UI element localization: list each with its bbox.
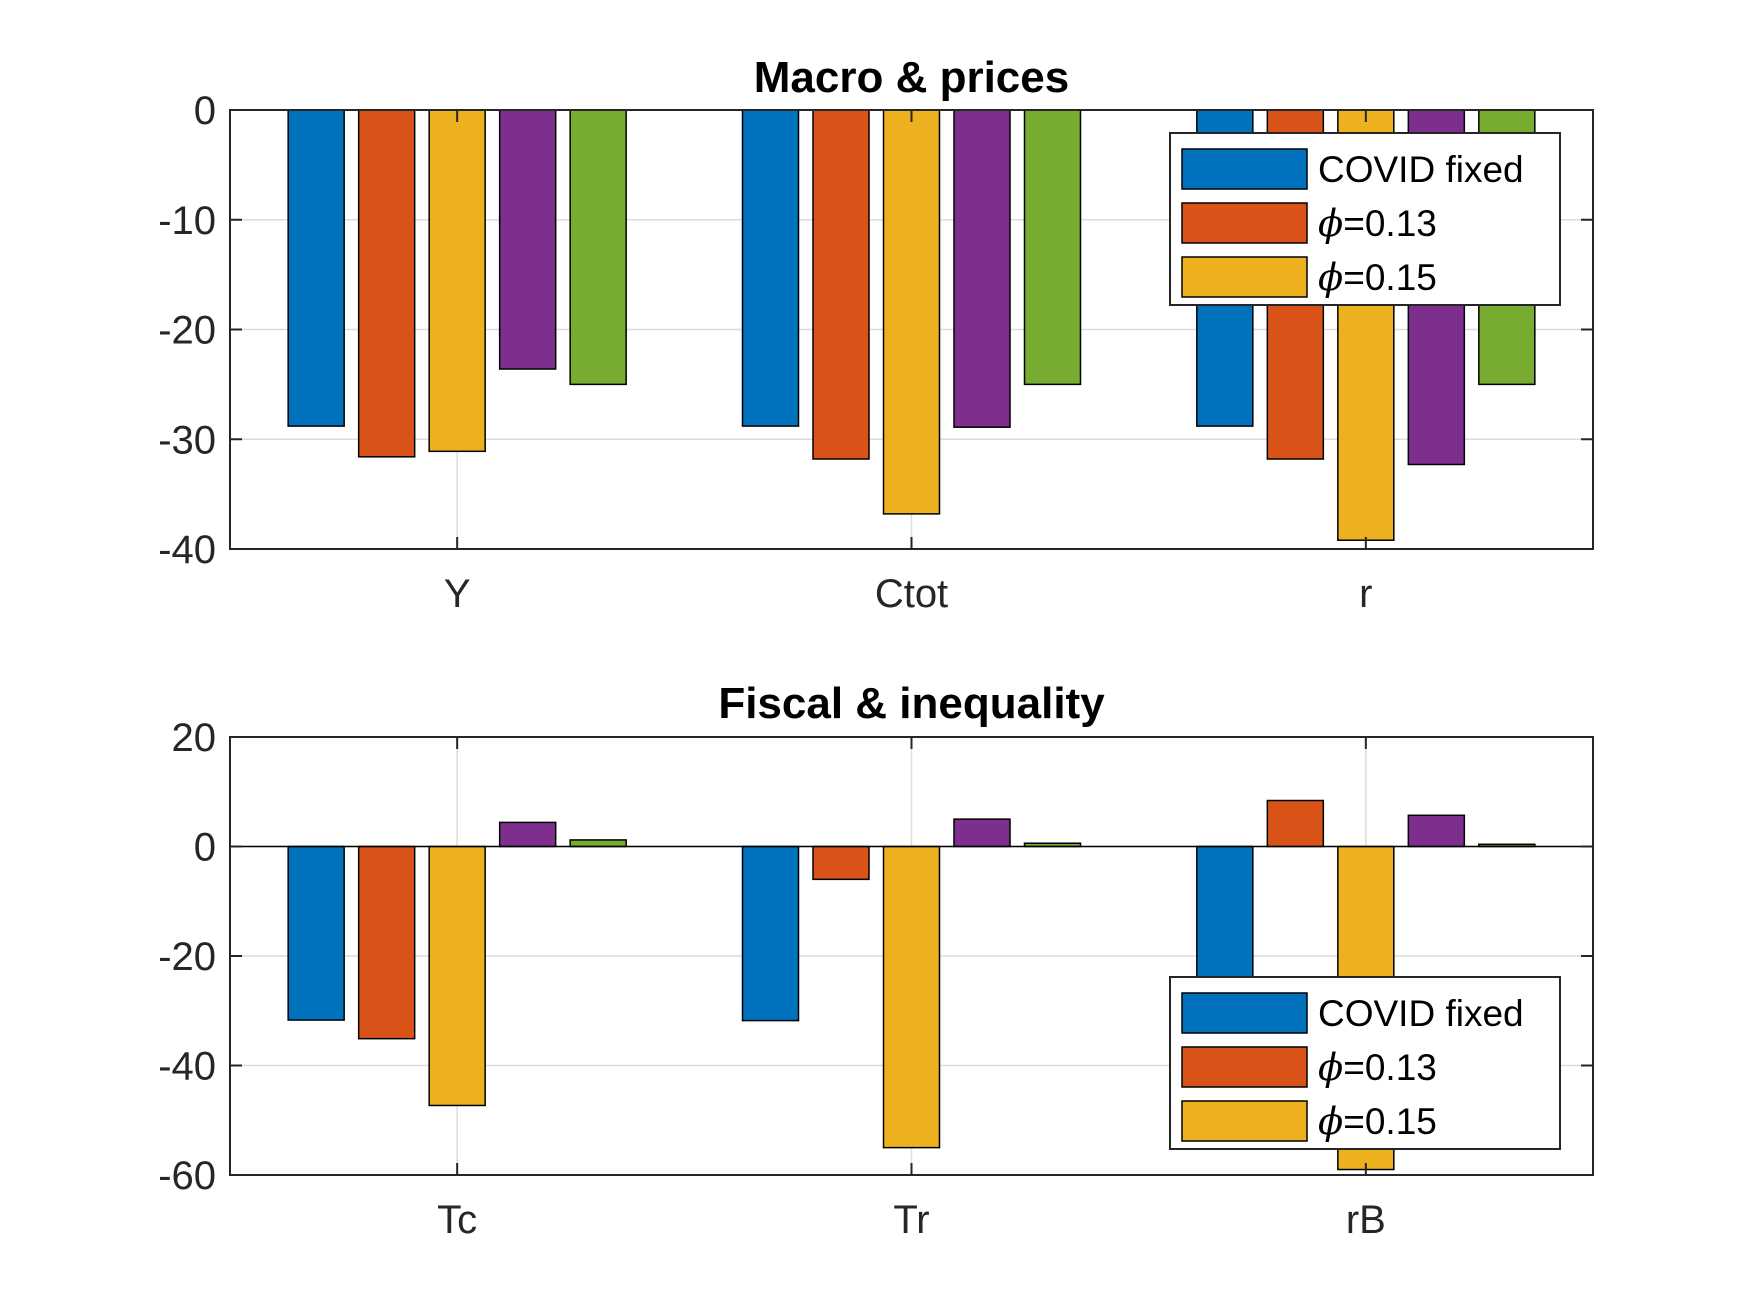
chart-title: Fiscal & inequality	[718, 679, 1105, 728]
legend-label: ϕ=0.15	[1318, 256, 1437, 299]
bar	[569, 839, 627, 848]
y-tick-label: -30	[158, 418, 216, 462]
bar	[357, 109, 416, 458]
chart-macro-prices: 0 -10 -20 -30 -40 Y Ctot r Macro & prices COVID…	[158, 53, 1594, 616]
legend-symbol: ϕ	[1318, 202, 1343, 245]
legend-label-text: =0.13	[1343, 1047, 1437, 1088]
legend-label: ϕ=0.13	[1318, 202, 1437, 245]
bar	[498, 821, 557, 848]
y-tick-label: -20	[158, 309, 216, 353]
legend-symbol: ϕ	[1318, 1046, 1343, 1089]
legend-label: COVID fixed	[1318, 149, 1524, 190]
bar	[953, 109, 1011, 428]
bar	[1023, 109, 1082, 386]
bar	[741, 845, 800, 1022]
x-tick-label: Tc	[437, 1198, 477, 1242]
legend-swatch	[1181, 148, 1308, 190]
bar	[498, 109, 557, 370]
y-tick-label: -10	[158, 199, 216, 243]
legend-swatch	[1181, 202, 1308, 244]
legend-label-text: =0.15	[1343, 1101, 1437, 1142]
x-tick-label: rB	[1346, 1198, 1386, 1242]
y-tick-label: -20	[158, 935, 216, 979]
y-tick-label: -40	[158, 528, 216, 572]
y-tick-label: -40	[158, 1045, 216, 1089]
legend-label: ϕ=0.15	[1318, 1100, 1437, 1143]
legend-label: ϕ=0.13	[1318, 1046, 1437, 1089]
legend-label-text: =0.15	[1343, 257, 1437, 298]
legend-label-text: =0.13	[1343, 203, 1437, 244]
legend-label: COVID fixed	[1318, 993, 1524, 1034]
bar	[882, 845, 941, 1149]
x-tick-label: Tr	[893, 1198, 929, 1242]
chart-fiscal-inequality: 20 0 -20 -40 -60 Tc Tr rB Fiscal & inequality C…	[158, 679, 1594, 1242]
bar	[882, 109, 941, 515]
bar	[1266, 799, 1325, 848]
bar	[287, 109, 345, 427]
bar	[428, 845, 486, 1107]
legend-swatch	[1181, 992, 1308, 1034]
y-tick-label: -60	[158, 1154, 216, 1198]
bar	[357, 845, 416, 1040]
legend-swatch	[1181, 256, 1308, 298]
legend-label-text: COVID fixed	[1318, 993, 1524, 1034]
bar	[1407, 814, 1466, 848]
y-tick-label: 0	[194, 89, 216, 133]
legend-symbol: ϕ	[1318, 256, 1343, 299]
bar	[428, 109, 486, 453]
bar	[812, 109, 870, 460]
chart-title: Macro & prices	[754, 53, 1069, 102]
legend-symbol: ϕ	[1318, 1100, 1343, 1143]
x-tick-label: r	[1359, 572, 1372, 616]
x-tick-label: Y	[444, 572, 471, 616]
bar	[953, 818, 1011, 848]
y-tick-label: 0	[194, 826, 216, 870]
legend-swatch	[1181, 1100, 1308, 1142]
bar	[812, 845, 870, 881]
legend-swatch	[1181, 1046, 1308, 1088]
legend-label-text: COVID fixed	[1318, 149, 1524, 190]
bar	[287, 845, 345, 1021]
y-tick-label: 20	[172, 716, 217, 760]
bar	[741, 109, 800, 427]
x-tick-label: Ctot	[875, 572, 948, 616]
bar	[569, 109, 627, 386]
